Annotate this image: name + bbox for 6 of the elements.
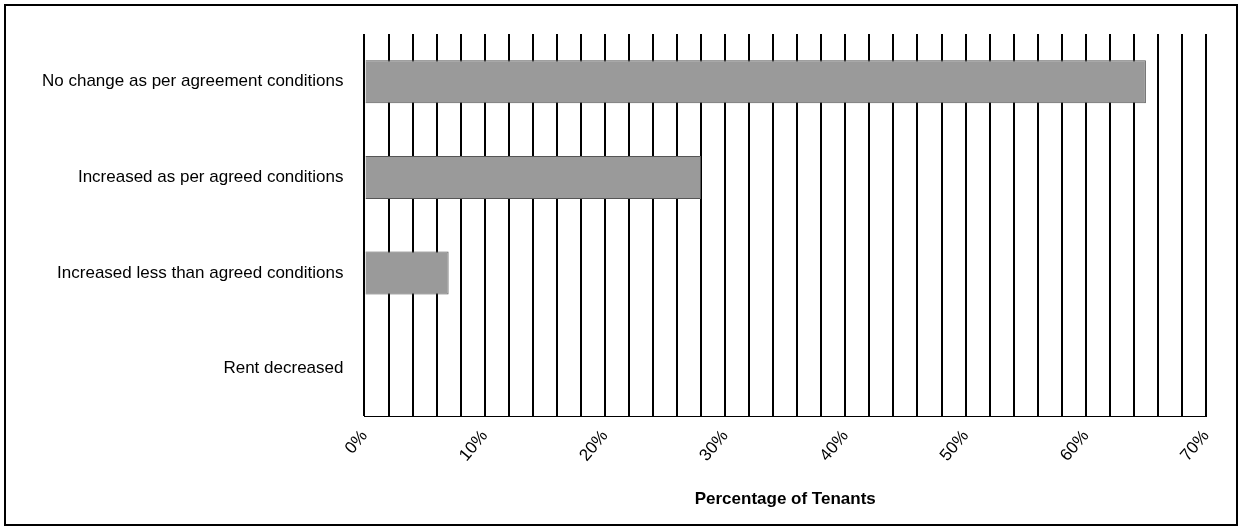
y-tick-label: Increased as per agreed conditions — [77, 167, 344, 187]
y-tick-label: Rent decreased — [223, 358, 344, 378]
x-axis-title: Percentage of Tenants — [694, 489, 876, 509]
x-tick-label: 0% — [340, 426, 372, 458]
y-tick-label: No change as per agreement conditions — [42, 71, 344, 91]
y-tick-label: Increased less than agreed conditions — [57, 262, 344, 282]
